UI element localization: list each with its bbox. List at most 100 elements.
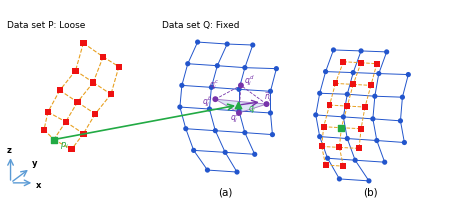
- Point: [204, 168, 211, 172]
- Point: [208, 86, 215, 89]
- Point: [371, 94, 379, 98]
- Point: [178, 84, 186, 87]
- Point: [369, 117, 377, 121]
- Point: [349, 83, 357, 86]
- Point: [361, 105, 369, 109]
- Point: [322, 70, 329, 73]
- Point: [213, 64, 221, 68]
- Point: [339, 164, 347, 168]
- Point: [330, 48, 337, 52]
- Text: $q_i^b$: $q_i^b$: [201, 94, 212, 109]
- Point: [273, 67, 280, 70]
- Point: [318, 145, 326, 148]
- Point: [269, 133, 276, 136]
- Point: [381, 160, 389, 164]
- Point: [397, 119, 404, 123]
- Point: [184, 62, 191, 66]
- Point: [221, 150, 229, 154]
- Point: [44, 110, 52, 114]
- Point: [107, 92, 115, 96]
- Point: [115, 65, 123, 68]
- Text: x: x: [36, 181, 42, 190]
- Point: [404, 73, 412, 76]
- Point: [324, 156, 331, 160]
- Point: [399, 95, 406, 99]
- Point: [91, 112, 99, 116]
- Point: [320, 125, 328, 128]
- Point: [375, 72, 383, 75]
- Point: [336, 177, 343, 181]
- Point: [235, 111, 243, 115]
- Point: [263, 102, 270, 106]
- Text: $p_i$: $p_i$: [60, 140, 69, 151]
- Point: [235, 109, 243, 113]
- Point: [326, 103, 333, 107]
- Point: [267, 111, 274, 115]
- Point: [267, 90, 274, 93]
- Point: [344, 137, 351, 140]
- Point: [50, 138, 58, 141]
- Point: [211, 97, 219, 101]
- Text: $q_i^a$: $q_i^a$: [230, 112, 240, 125]
- Polygon shape: [215, 99, 266, 113]
- Point: [401, 141, 408, 144]
- Point: [357, 49, 365, 53]
- Text: Data set P: Loose: Data set P: Loose: [7, 21, 85, 30]
- Point: [336, 146, 343, 149]
- Point: [339, 115, 347, 119]
- Point: [344, 104, 351, 108]
- Point: [99, 55, 107, 59]
- Text: z: z: [7, 146, 11, 155]
- Point: [356, 147, 363, 150]
- Point: [237, 84, 245, 87]
- Point: [316, 92, 323, 95]
- Point: [73, 100, 81, 104]
- Point: [373, 139, 381, 142]
- Point: [322, 163, 329, 167]
- Point: [349, 71, 357, 74]
- Point: [56, 88, 64, 92]
- Point: [344, 92, 351, 96]
- Point: [365, 179, 373, 183]
- Text: (b): (b): [364, 188, 378, 198]
- Point: [337, 126, 345, 130]
- Point: [235, 88, 243, 91]
- Point: [373, 62, 381, 66]
- Text: $q_i$: $q_i$: [248, 104, 256, 115]
- Text: $\vec{n}_i$: $\vec{n}_i$: [264, 90, 272, 104]
- Point: [80, 41, 87, 45]
- Point: [206, 107, 213, 111]
- Text: Data set Q: Fixed: Data set Q: Fixed: [162, 21, 240, 30]
- Point: [80, 132, 87, 135]
- Point: [40, 128, 48, 132]
- Point: [316, 135, 323, 138]
- Point: [62, 120, 70, 124]
- Text: $q_i^d$: $q_i^d$: [244, 73, 255, 88]
- Point: [176, 105, 184, 109]
- Point: [194, 40, 201, 44]
- Point: [72, 69, 79, 72]
- Point: [233, 170, 241, 174]
- Point: [383, 50, 391, 54]
- Point: [223, 42, 231, 46]
- Point: [357, 127, 365, 130]
- Point: [90, 81, 97, 84]
- Point: [332, 82, 339, 85]
- Point: [211, 129, 219, 132]
- Point: [312, 113, 319, 117]
- Point: [190, 148, 198, 152]
- Point: [234, 103, 242, 107]
- Point: [251, 152, 258, 156]
- Point: [351, 158, 359, 162]
- Point: [68, 148, 75, 151]
- Point: [241, 131, 249, 134]
- Point: [182, 127, 190, 130]
- Point: [339, 60, 347, 64]
- Point: [241, 66, 249, 70]
- Text: y: y: [32, 159, 38, 168]
- Point: [357, 61, 365, 64]
- Text: (a): (a): [218, 188, 232, 198]
- Text: $q_i^c$: $q_i^c$: [210, 78, 219, 92]
- Point: [367, 84, 375, 87]
- Point: [249, 43, 256, 47]
